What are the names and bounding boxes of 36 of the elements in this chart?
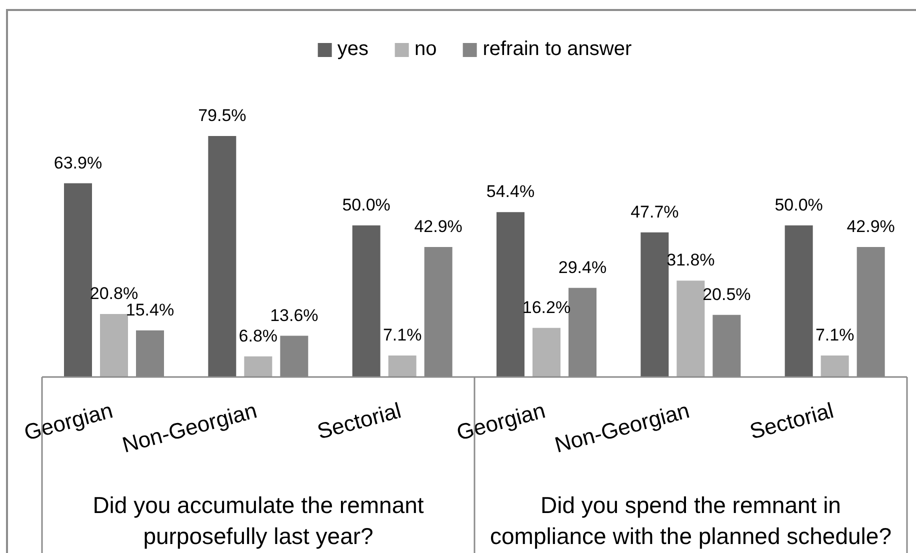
- data-label: 42.9%: [846, 216, 895, 236]
- data-label: 42.9%: [414, 216, 462, 236]
- data-label: 50.0%: [774, 195, 823, 214]
- data-label: 7.1%: [815, 325, 854, 344]
- legend-label: refrain to answer: [482, 38, 632, 61]
- data-label: 54.4%: [486, 182, 535, 202]
- bar: [208, 136, 236, 377]
- legend-label: yes: [337, 38, 368, 61]
- text: Did you accumulate the remnant purposefully last year?: [92, 491, 425, 551]
- bar: [676, 280, 705, 377]
- data-label: 15.4%: [126, 300, 174, 320]
- bar: [100, 314, 128, 377]
- data-label: 7.1%: [382, 325, 422, 344]
- bar: [820, 355, 849, 377]
- bar: [532, 328, 560, 377]
- bar: [640, 232, 669, 377]
- bar: [784, 225, 813, 377]
- bar: [388, 355, 416, 377]
- x-tick-label: Sectorial: [314, 398, 404, 444]
- data-label: 6.8%: [238, 326, 278, 346]
- legend-label: no: [414, 38, 437, 61]
- bar: [64, 183, 92, 377]
- data-label: 47.7%: [630, 202, 679, 222]
- x-tick-label: Georgian: [21, 398, 116, 446]
- data-label: 20.5%: [702, 284, 751, 304]
- x-tick-label: Georgian: [454, 398, 548, 446]
- data-label: 50.0%: [342, 195, 390, 214]
- data-label: 13.6%: [270, 306, 318, 325]
- data-label: 79.5%: [198, 106, 246, 125]
- data-label: 63.9%: [54, 153, 102, 172]
- bar: [244, 356, 272, 377]
- text: Did you spend the remnant in compliance with the planned schedule?: [489, 491, 892, 551]
- bar: [496, 212, 524, 377]
- data-label: 29.4%: [558, 258, 607, 277]
- bar: [352, 225, 380, 377]
- x-tick-label: Sectorial: [747, 398, 836, 444]
